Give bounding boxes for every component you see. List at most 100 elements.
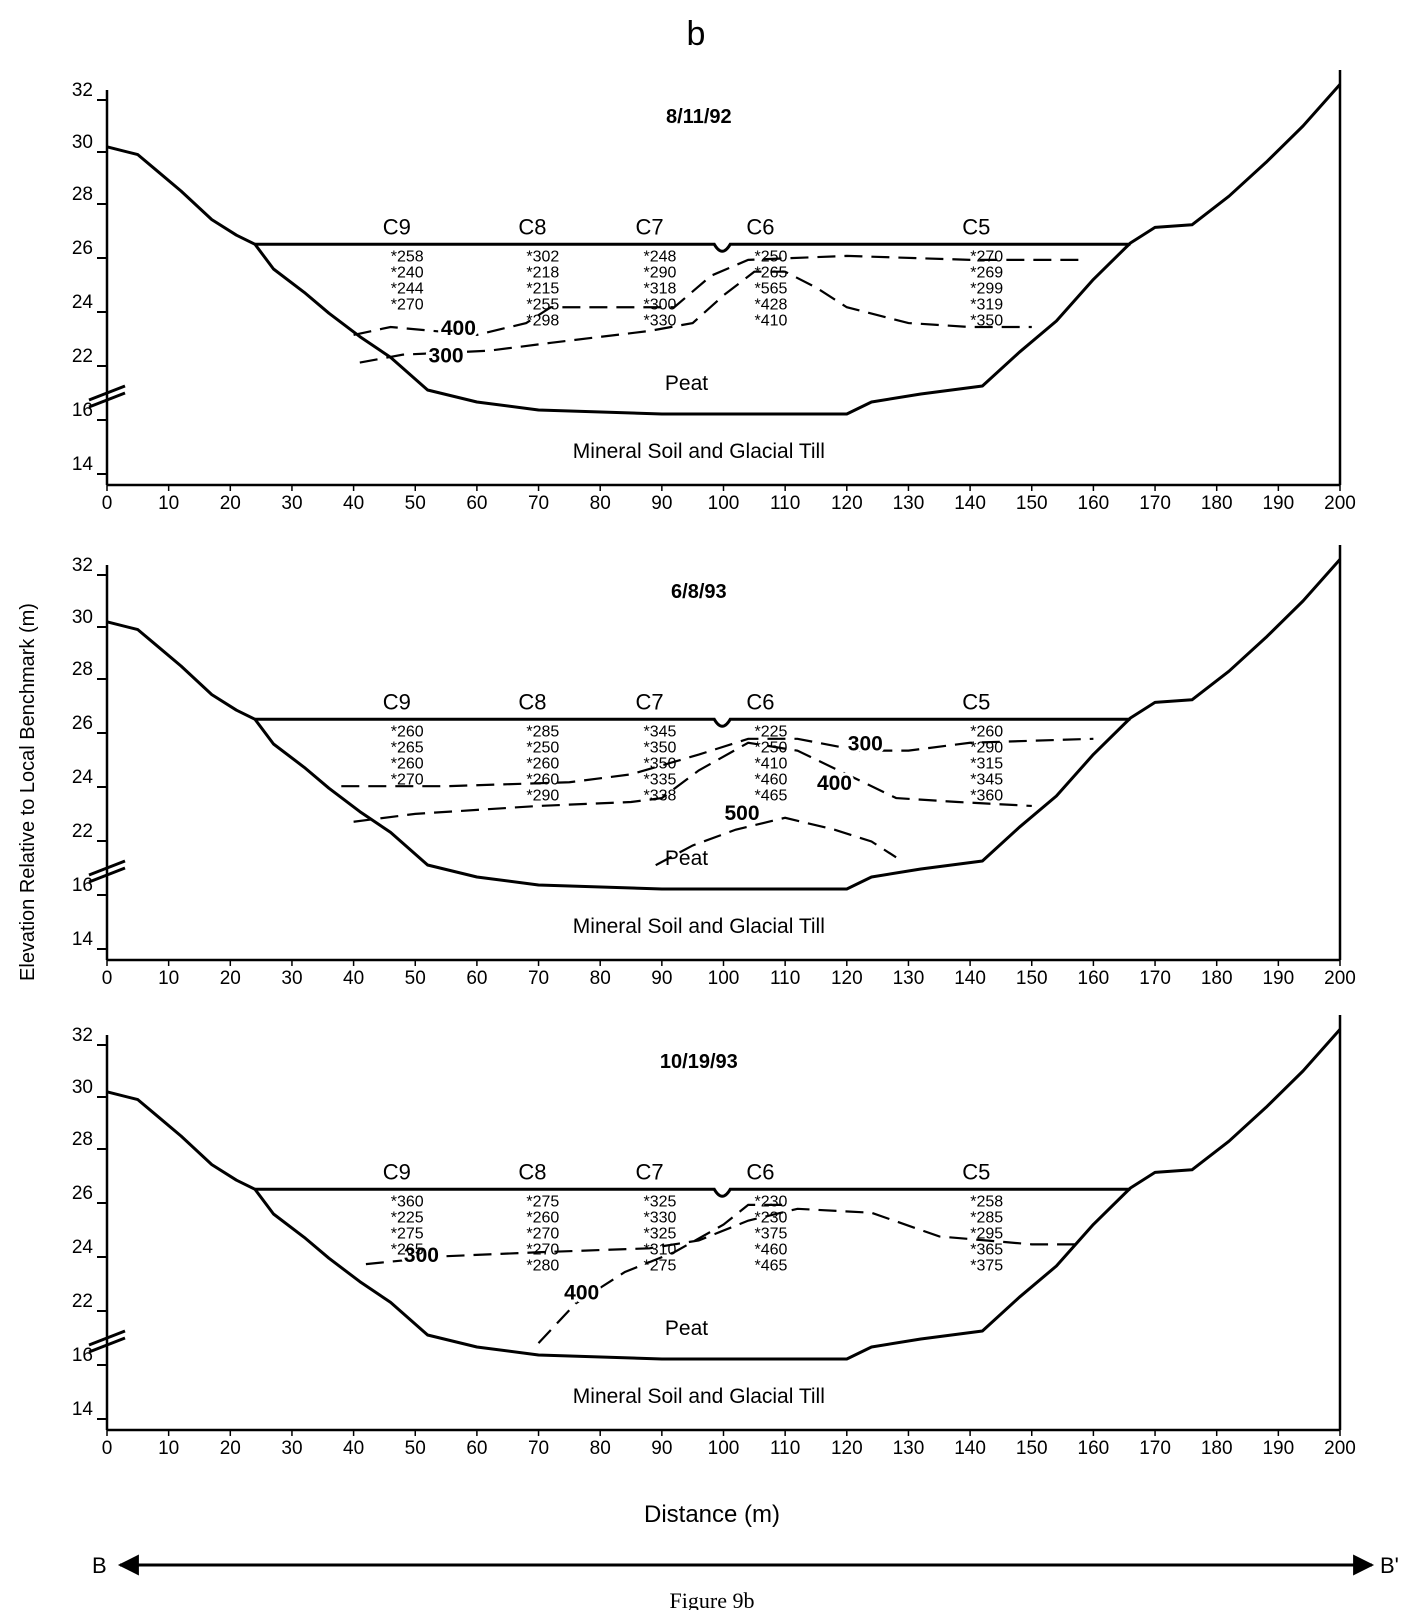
well-label: C7 <box>635 214 663 239</box>
x-tick-label: 90 <box>651 968 672 989</box>
well-value: *375 <box>754 1225 787 1242</box>
well-value: *270 <box>970 248 1003 265</box>
x-tick-label: 110 <box>770 1438 800 1459</box>
axis-break-mark <box>88 859 126 877</box>
well-value: *290 <box>970 739 1003 756</box>
x-tick-label: 80 <box>590 493 611 514</box>
well-value: *218 <box>526 264 559 281</box>
terrain-profile <box>106 558 1342 891</box>
y-tick-label: 16 <box>72 400 93 421</box>
y-tick-label: 26 <box>72 238 93 259</box>
panel-date: 6/8/93 <box>671 581 727 603</box>
x-tick-label: 100 <box>708 493 740 514</box>
well-value: *269 <box>970 264 1003 281</box>
well-value: *310 <box>644 1241 677 1258</box>
x-tick-label: 170 <box>1139 493 1171 514</box>
well-value: *325 <box>644 1193 677 1210</box>
x-tick-label: 100 <box>708 968 740 989</box>
well-value: *428 <box>754 296 787 313</box>
well-value: *465 <box>754 787 787 804</box>
x-tick-label: 90 <box>651 493 672 514</box>
well-value: *275 <box>644 1257 677 1274</box>
x-tick-label: 0 <box>102 968 113 989</box>
x-tick-label: 110 <box>770 493 800 514</box>
well-value: *260 <box>526 771 559 788</box>
well-value: *260 <box>526 755 559 772</box>
x-tick-label: 10 <box>158 493 179 514</box>
well-label: C5 <box>962 689 990 714</box>
well-value: *565 <box>754 280 787 297</box>
contour-label: 300 <box>404 1244 439 1267</box>
well-value: *360 <box>391 1193 424 1210</box>
well-value: *270 <box>391 296 424 313</box>
well-value: *365 <box>970 1241 1003 1258</box>
well-value: *298 <box>526 312 559 329</box>
well-value: *345 <box>970 771 1003 788</box>
panel-letter: b <box>687 15 706 53</box>
well-value: *248 <box>644 248 677 265</box>
x-tick-label: 50 <box>405 968 426 989</box>
x-tick-label: 40 <box>343 968 364 989</box>
x-axis-label: Distance (m) <box>644 1501 780 1528</box>
x-tick-label: 180 <box>1201 493 1233 514</box>
x-tick-label: 100 <box>708 1438 740 1459</box>
x-tick-label: 30 <box>281 493 302 514</box>
x-tick-label: 80 <box>590 1438 611 1459</box>
x-tick-label: 40 <box>343 493 364 514</box>
y-tick-label: 22 <box>72 346 93 367</box>
well-value: *270 <box>526 1241 559 1258</box>
y-tick-label: 14 <box>72 454 94 475</box>
well-value: *290 <box>526 787 559 804</box>
x-tick-label: 130 <box>893 968 925 989</box>
well-value: *330 <box>644 1209 677 1226</box>
well-value: *230 <box>754 1209 787 1226</box>
contour-line <box>341 737 1094 788</box>
well-value: *360 <box>970 787 1003 804</box>
x-tick-label: 190 <box>1262 1438 1294 1459</box>
contour-line <box>655 816 897 867</box>
well-value: *230 <box>754 1193 787 1210</box>
x-tick-label: 0 <box>102 1438 113 1459</box>
well-value: *270 <box>391 771 424 788</box>
contour-line <box>359 270 1032 364</box>
well-label: C5 <box>962 214 990 239</box>
well-label: C9 <box>383 214 411 239</box>
contour-label: 400 <box>817 772 852 795</box>
y-tick-label: 32 <box>72 1025 93 1046</box>
peat-label: Peat <box>665 1317 708 1340</box>
well-value: *285 <box>526 723 559 740</box>
x-tick-label: 150 <box>1016 968 1048 989</box>
well-value: *280 <box>526 1257 559 1274</box>
axis-break-mark <box>88 866 126 884</box>
x-tick-label: 20 <box>220 1438 241 1459</box>
contour-line <box>365 1207 1082 1266</box>
x-tick-label: 200 <box>1324 493 1356 514</box>
x-tick-label: 50 <box>405 1438 426 1459</box>
axis-break-mark <box>88 1336 126 1354</box>
x-tick-label: 160 <box>1078 493 1110 514</box>
x-tick-label: 120 <box>831 493 863 514</box>
well-value: *410 <box>754 755 787 772</box>
y-tick-label: 30 <box>72 1077 93 1098</box>
well-label: C8 <box>518 214 546 239</box>
well-value: *258 <box>391 248 424 265</box>
x-tick-label: 50 <box>405 493 426 514</box>
x-tick-label: 170 <box>1139 1438 1171 1459</box>
x-tick-label: 120 <box>831 1438 863 1459</box>
well-value: *318 <box>644 280 677 297</box>
x-tick-label: 90 <box>651 1438 672 1459</box>
x-tick-label: 180 <box>1201 1438 1233 1459</box>
well-value: *338 <box>644 787 677 804</box>
axis-break-mark <box>88 384 126 402</box>
mineral-soil-label: Mineral Soil and Glacial Till <box>573 915 825 938</box>
y-tick-label: 30 <box>72 607 93 628</box>
well-value: *225 <box>391 1209 424 1226</box>
well-value: *302 <box>526 248 559 265</box>
well-label: C9 <box>383 689 411 714</box>
arrow-label-b: B <box>92 1553 107 1578</box>
well-value: *275 <box>526 1193 559 1210</box>
y-tick-label: 28 <box>72 1129 93 1150</box>
well-value: *295 <box>970 1225 1003 1242</box>
well-value: *410 <box>754 312 787 329</box>
